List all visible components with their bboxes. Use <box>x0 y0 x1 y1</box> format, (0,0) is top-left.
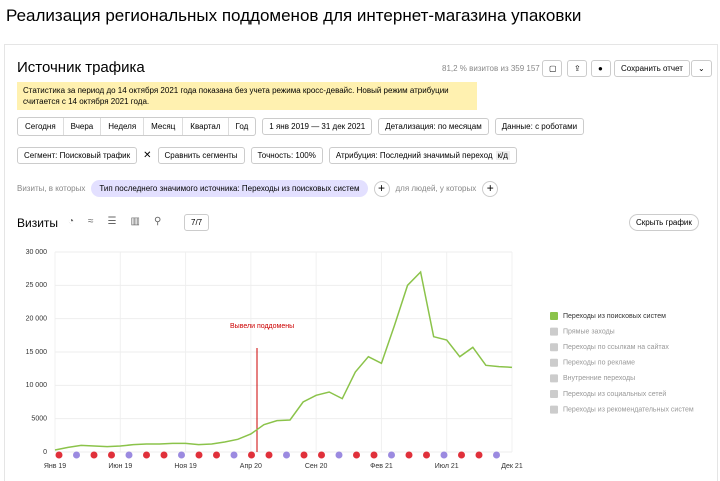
legend-label: Переходы из социальных сетей <box>563 390 666 398</box>
x-tick-label: Июн 19 <box>108 463 132 470</box>
y-tick-label: 25 000 <box>26 282 48 289</box>
event-marker <box>388 451 395 459</box>
chart-type-icons[interactable]: ◔≈☰▥⚲ <box>68 216 176 227</box>
period-button[interactable]: Квартал <box>183 118 229 135</box>
legend-label: Переходы по ссылкам на сайтах <box>563 343 669 351</box>
condition-prefix: Визиты, в которых <box>17 184 86 193</box>
legend-check <box>550 343 558 352</box>
event-marker <box>248 451 255 459</box>
close-icon[interactable]: ✕ <box>143 150 152 161</box>
alice-button[interactable]: ● <box>591 60 611 77</box>
period-button[interactable]: Вчера <box>64 118 102 135</box>
stats: 81,2 % визитов из 359 157 <box>442 64 540 73</box>
event-marker <box>283 451 290 459</box>
event-marker <box>405 451 413 459</box>
event-marker <box>108 451 115 459</box>
legend-label: Прямые заходы <box>563 328 615 335</box>
period-button[interactable]: Неделя <box>101 118 145 135</box>
legend-check <box>550 312 558 320</box>
y-tick-label: 15 000 <box>26 349 48 356</box>
event-marker <box>213 451 220 459</box>
event-marker <box>423 451 430 459</box>
y-tick-label: 0 <box>43 449 47 456</box>
condition-suffix: для людей, у которых <box>395 184 477 193</box>
event-marker <box>353 451 360 459</box>
event-marker <box>475 451 483 459</box>
series-counter[interactable]: 7/7 <box>184 214 210 231</box>
badge: к/д <box>495 151 510 160</box>
event-marker <box>143 451 150 459</box>
event-marker <box>55 451 63 459</box>
y-tick-label: 30 000 <box>26 249 48 256</box>
segment[interactable]: Сегмент: Поисковый трафик <box>17 147 138 164</box>
event-marker <box>300 451 308 459</box>
event-marker <box>335 451 343 459</box>
x-tick-label: Апр 20 <box>240 463 262 470</box>
legend-check <box>550 390 558 398</box>
period-button[interactable]: Год <box>235 122 249 131</box>
y-tick-label: 10 000 <box>26 382 48 389</box>
legend-label: Переходы по рекламе <box>563 360 635 367</box>
event-marker <box>370 451 378 459</box>
legend-check <box>550 327 558 336</box>
condition-chip[interactable]: Тип последнего значимого источника: Пере… <box>91 180 368 197</box>
event-marker <box>230 451 238 459</box>
legend-check <box>550 374 558 383</box>
accuracy[interactable]: Точность: 100% <box>250 147 323 164</box>
add-button[interactable]: + <box>482 180 499 197</box>
event-marker <box>318 451 325 459</box>
event-marker <box>265 451 273 459</box>
annotation: Вывели поддомены <box>230 323 294 330</box>
legend-check <box>550 358 558 367</box>
legend-check <box>550 405 558 414</box>
hide-chart[interactable]: Скрыть график <box>629 214 699 231</box>
date-range[interactable]: 1 янв 2019 — 31 дек 2021 <box>262 118 373 135</box>
event-marker <box>160 451 168 459</box>
legend-label: Переходы из поисковых систем <box>563 313 666 320</box>
line <box>54 270 513 451</box>
event-marker <box>125 451 133 459</box>
attribution-label: Атрибуция: Последний значимый переход <box>335 151 493 160</box>
legend-label: Переходы из рекомендательных систем <box>563 406 694 413</box>
period-button[interactable]: Месяц <box>144 118 184 135</box>
period-switch: Сегодня Вчера Неделя Месяц Квартал Год <box>17 117 257 136</box>
metric-title: Визиты <box>17 216 59 230</box>
x-tick-label: Дек 21 <box>501 463 523 470</box>
notice: Статистика за период до 14 октября 2021 … <box>17 82 477 110</box>
event-marker <box>195 451 203 459</box>
event-marker <box>458 451 465 459</box>
more-button[interactable]: ⌄ <box>691 60 712 77</box>
share-button[interactable]: ⇪ <box>567 60 587 77</box>
x-tick-label: Янв 19 <box>44 463 66 470</box>
report-title: Источник трафика <box>17 59 145 76</box>
download-button[interactable]: ▢ <box>542 60 562 77</box>
y-tick-label: 5000 <box>31 416 47 423</box>
period-button[interactable]: Сегодня <box>18 118 64 135</box>
filter[interactable]: Данные: с роботами <box>494 118 585 135</box>
attribution[interactable]: Атрибуция: Последний значимый переход к/д <box>328 147 517 164</box>
y-tick-label: 20 000 <box>26 316 48 323</box>
x-tick-label: Фев 21 <box>370 463 393 470</box>
event-marker <box>73 451 80 459</box>
card <box>4 44 718 481</box>
event-marker <box>440 451 448 459</box>
chart: Вывели поддомены 0 5000 10 000 15 000 20 000… <box>26 249 694 470</box>
x-tick-label: Ноя 19 <box>174 463 197 470</box>
add-button[interactable]: + <box>373 180 390 197</box>
compare[interactable]: Сравнить сегменты <box>157 147 245 164</box>
event-marker <box>178 451 185 459</box>
save-report[interactable]: Сохранить отчет <box>614 60 690 77</box>
filter[interactable]: Детализация: по месяцам <box>378 118 489 135</box>
event-marker <box>90 451 98 459</box>
event-marker <box>493 451 500 459</box>
x-tick-label: Сен 20 <box>305 463 328 470</box>
page-title: Реализация региональных поддоменов для и… <box>6 6 582 25</box>
x-tick-label: Июл 21 <box>435 463 459 470</box>
legend-label: Внутренние переходы <box>563 375 635 382</box>
